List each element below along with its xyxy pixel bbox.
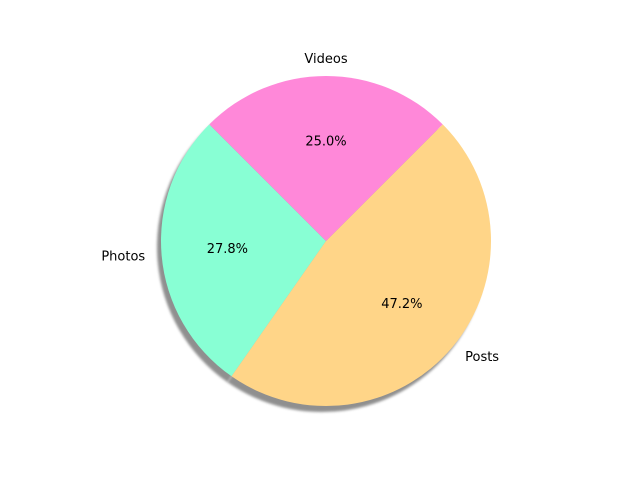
pie-slice-videos	[209, 76, 443, 242]
slice-label-videos: Videos	[304, 52, 347, 67]
slice-label-photos: Photos	[101, 249, 145, 264]
pct-label-posts: 47.2%	[381, 297, 422, 312]
pie-slices	[161, 76, 491, 406]
pct-label-videos: 25.0%	[305, 135, 346, 150]
pie-labels: Photos 27.8% Posts 47.2% Videos 25.0%	[101, 52, 499, 365]
pie-slice-posts	[231, 124, 491, 406]
pie-slice-photos	[161, 124, 326, 377]
slice-label-posts: Posts	[465, 350, 499, 365]
pct-label-photos: 27.8%	[207, 242, 248, 257]
